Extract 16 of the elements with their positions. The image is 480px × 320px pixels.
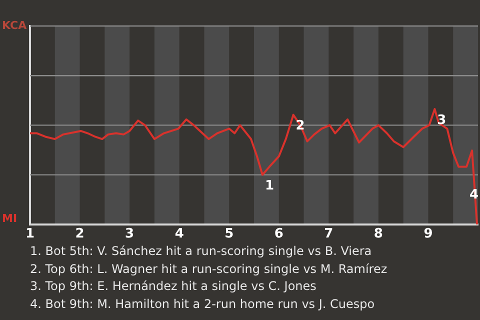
x-tick-label: 6 <box>274 226 284 242</box>
x-tick-label: 9 <box>424 226 433 242</box>
x-tick-label: 3 <box>125 226 134 242</box>
x-tick-label: 7 <box>324 226 334 242</box>
x-tick-label: 5 <box>224 226 234 242</box>
x-tick-label: 2 <box>75 226 84 242</box>
text: 1. Bot 5th: V. Sánchez hit a run-scoring single vs B. Viera <box>30 243 373 260</box>
text: MI <box>2 212 18 225</box>
x-tick-label: 4 <box>174 226 184 242</box>
annotation: 1 <box>264 178 274 194</box>
x-tick-label: 8 <box>374 226 383 242</box>
text: 4. Bot 9th: M. Hamilton hit a 2-run home run vs J. Cuespo <box>30 296 376 312</box>
text: 2. Top 6th: L. Wagner hit a run-scoring single vs M. Ramírez <box>30 260 388 278</box>
text: KCA <box>2 19 27 32</box>
x-tick-label: 1 <box>25 226 35 242</box>
text: 3. Top 9th: E. Hernández hit a single vs C. Jones <box>30 278 318 295</box>
